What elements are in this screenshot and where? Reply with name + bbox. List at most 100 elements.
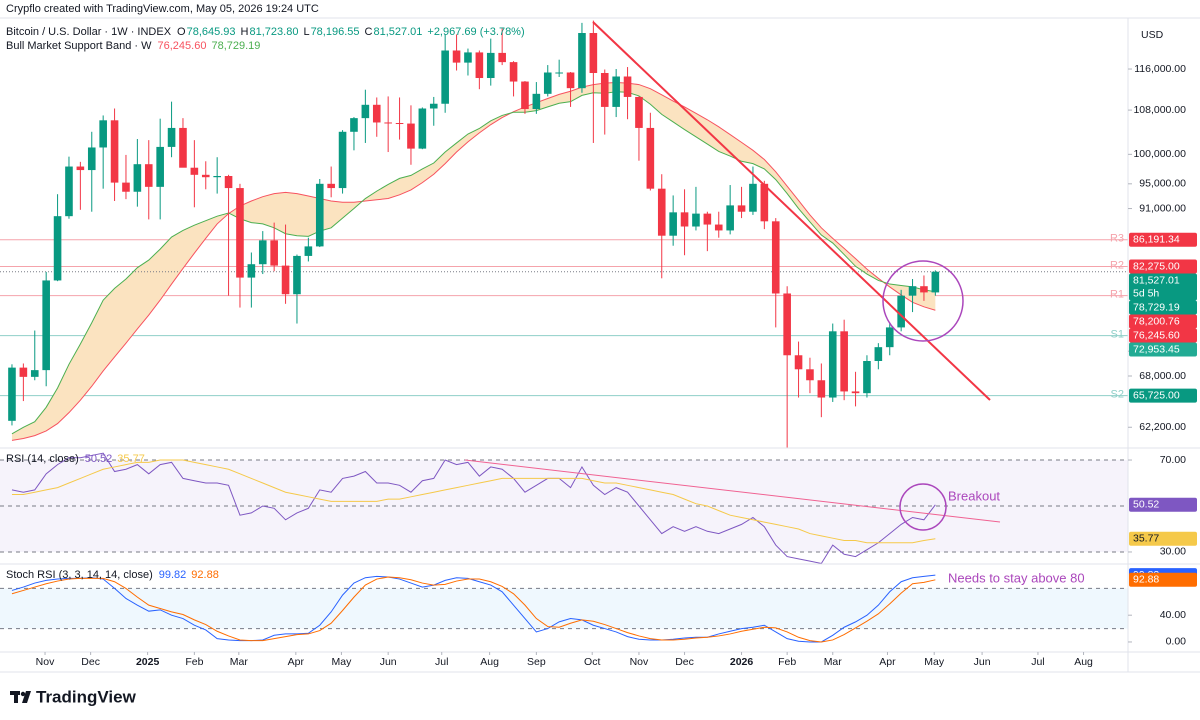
legend-title: RSI (14, close) <box>6 453 79 465</box>
candle-body <box>828 331 837 398</box>
price-tag-label: 76,245.60 <box>1133 329 1180 341</box>
candle-body <box>555 72 563 74</box>
candle-body <box>270 240 278 266</box>
x-tick-label: Nov <box>36 656 55 668</box>
legend-title: Bull Market Support Band · W <box>6 40 152 52</box>
candle-body <box>589 33 598 73</box>
candle-body <box>293 255 301 295</box>
pivot-label: S2 <box>1111 388 1124 400</box>
candle-body <box>429 103 438 109</box>
candle-body <box>851 391 860 394</box>
legend-title: Stoch RSI (3, 3, 14, 14, close) <box>6 569 153 581</box>
legend-key: L <box>303 26 309 38</box>
candle-body <box>281 265 290 295</box>
level-fill <box>0 588 1128 629</box>
price-tag-label: 72,953.45 <box>1133 343 1180 355</box>
x-tick-label: Jun <box>380 656 397 668</box>
x-tick-label: Jul <box>1031 656 1044 668</box>
candle-body <box>327 183 335 189</box>
candle-body <box>156 146 164 187</box>
x-tick-label: Dec <box>675 656 694 668</box>
candle-body <box>566 72 575 89</box>
highlight-circle <box>882 260 964 342</box>
candle-body <box>806 369 814 381</box>
series-line <box>11 576 936 643</box>
candle-body <box>247 264 256 278</box>
x-tick-label: Feb <box>185 656 203 668</box>
candle-body <box>315 183 324 247</box>
candle-body <box>361 104 370 119</box>
legend-value: 81,723.80 <box>250 26 299 38</box>
legend-value: 78,645.93 <box>187 26 236 38</box>
fill-layer <box>0 82 1128 630</box>
candle-body <box>338 131 347 189</box>
candle-body <box>418 108 427 149</box>
candle-body <box>657 188 666 236</box>
candle-body <box>680 212 689 227</box>
x-tick-label: Aug <box>480 656 499 668</box>
candle-body <box>304 246 313 256</box>
candle-body <box>612 76 620 107</box>
legend-value: 76,245.60 <box>158 40 207 52</box>
main-layer <box>8 20 940 643</box>
series-line <box>11 91 936 435</box>
candle-body <box>110 120 119 183</box>
candle-body <box>931 271 940 293</box>
candle-body <box>42 280 50 371</box>
pivot-label: R1 <box>1110 289 1124 301</box>
candle-body <box>600 72 609 107</box>
candle-body <box>897 295 905 328</box>
level-fill <box>0 460 1128 552</box>
price-tag-label: 35.77 <box>1133 532 1159 544</box>
candle-body <box>521 81 529 110</box>
price-tag <box>1129 273 1197 301</box>
candle-body <box>509 62 518 82</box>
x-tick-label: Jul <box>435 656 448 668</box>
legend-value: 35.77 <box>117 453 145 465</box>
candle-body <box>692 213 700 227</box>
candle-body <box>749 183 757 212</box>
candle-body <box>885 327 894 348</box>
pivot-label: S1 <box>1111 329 1124 341</box>
candle-body <box>726 205 734 231</box>
x-tick-label: 2026 <box>730 656 754 668</box>
candle-body <box>441 50 449 104</box>
y-tick-label: 68,000.00 <box>1139 370 1186 382</box>
candle-body <box>65 166 73 217</box>
candle-body <box>908 286 917 296</box>
candle-body <box>646 127 655 189</box>
x-tick-label: Dec <box>81 656 100 668</box>
y-tick-label: 91,000.00 <box>1139 202 1186 214</box>
x-tick-label: Aug <box>1074 656 1093 668</box>
legend-value: 50.52 <box>85 453 113 465</box>
x-tick-label: Apr <box>879 656 896 668</box>
price-tag-label: 82,275.00 <box>1133 260 1180 272</box>
price-tag <box>1129 259 1197 274</box>
price-tag-label: 81,527.01 <box>1133 274 1180 286</box>
x-tick-label: 2025 <box>136 656 160 668</box>
rsi-highlight-circle <box>899 483 947 531</box>
legend-key: O <box>177 26 186 38</box>
pivot-label: R3 <box>1110 233 1124 245</box>
candle-body <box>737 205 746 212</box>
y-tick-label: 70.00 <box>1160 454 1186 466</box>
candle-body <box>144 164 153 187</box>
y-tick-label: 0.00 <box>1166 636 1187 648</box>
candle-body <box>703 213 712 225</box>
candle-body <box>236 188 244 278</box>
candle-body <box>30 370 39 377</box>
x-tick-label: Mar <box>230 656 249 668</box>
annotation: Breakout <box>948 488 1000 503</box>
price-tag-label: 65,725.00 <box>1133 389 1180 401</box>
legend-key: H <box>241 26 249 38</box>
price-tag <box>1129 388 1197 403</box>
legend-value: 78,729.19 <box>211 40 260 52</box>
series-line <box>11 452 936 565</box>
candle-body <box>635 96 643 128</box>
candle-body <box>8 367 16 421</box>
candle-body <box>840 331 848 392</box>
candle-body <box>213 176 221 178</box>
candle-body <box>122 182 130 192</box>
